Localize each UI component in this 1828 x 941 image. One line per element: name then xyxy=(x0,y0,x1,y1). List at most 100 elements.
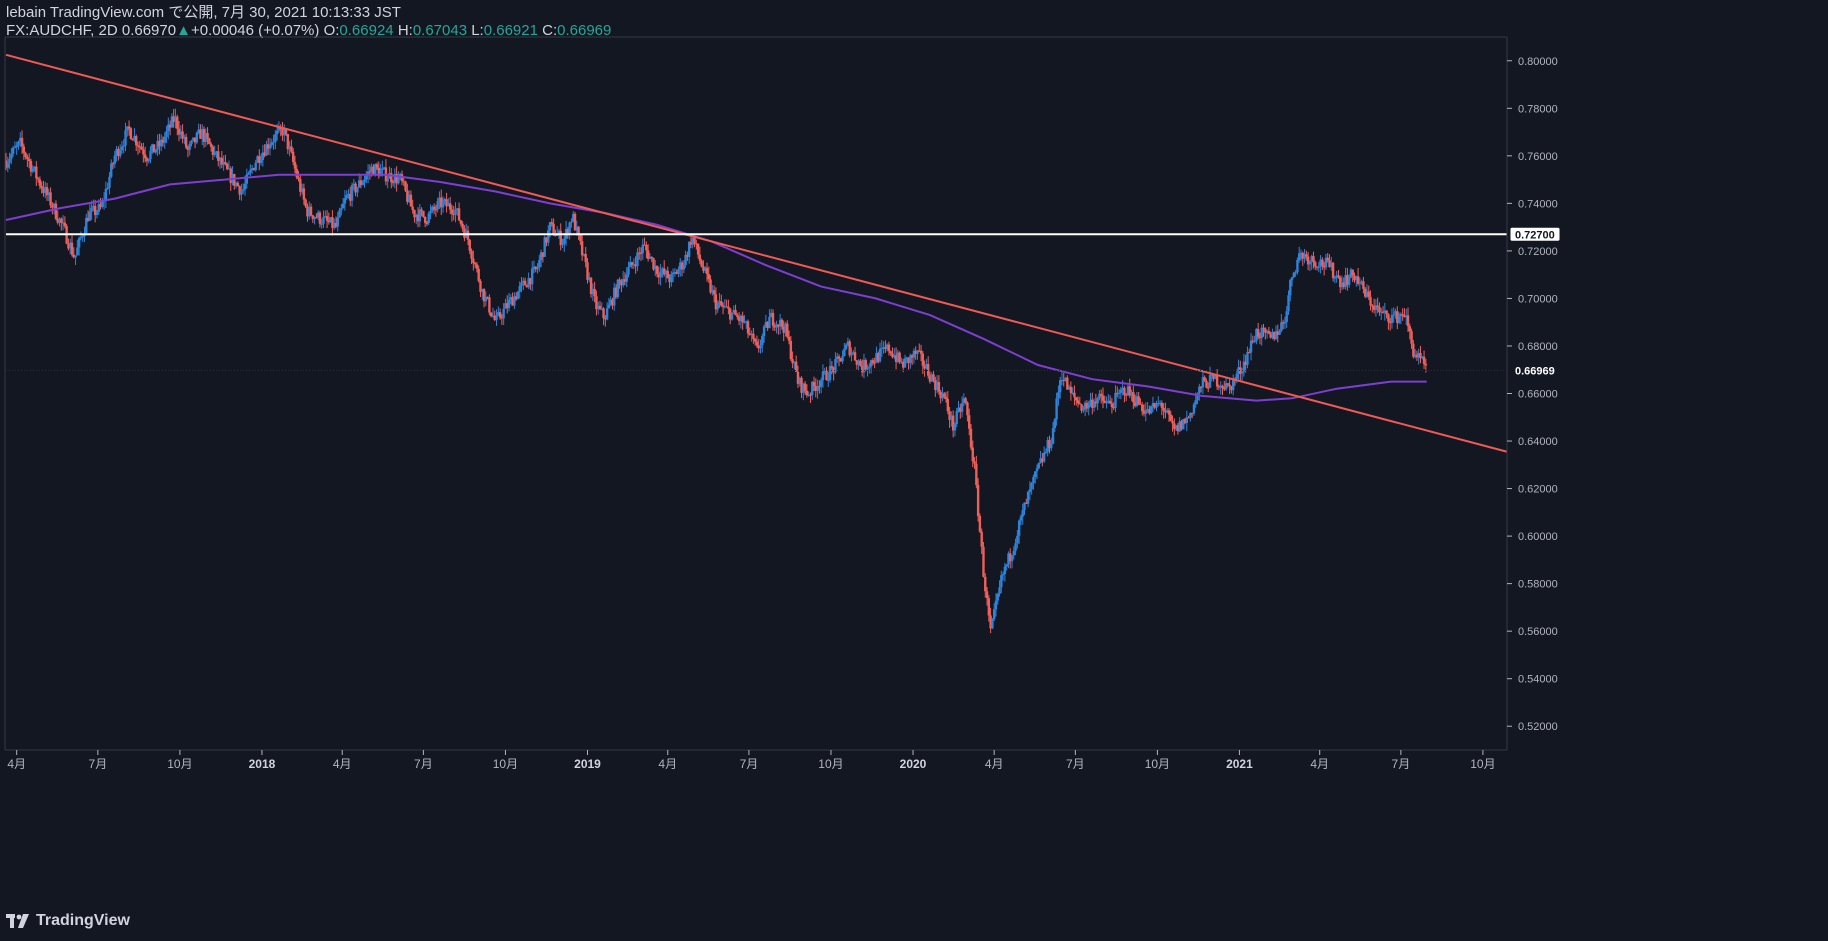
candle-body xyxy=(1135,396,1139,407)
time-tick-label: 2021 xyxy=(1226,757,1253,771)
candle-body xyxy=(1139,404,1142,406)
candle-body xyxy=(930,374,933,382)
candle-body xyxy=(643,244,646,246)
candle-body xyxy=(987,598,991,616)
candle-body xyxy=(1075,397,1078,401)
candle-body xyxy=(1094,401,1098,404)
candle-body xyxy=(968,415,971,429)
candle-body xyxy=(513,296,516,306)
candle-body xyxy=(1258,336,1262,339)
candle-body xyxy=(591,288,595,295)
candle-body xyxy=(425,222,429,224)
candle-body xyxy=(101,201,104,207)
candle-body xyxy=(514,296,518,300)
candle-body xyxy=(459,220,463,224)
candle-body xyxy=(167,124,170,132)
candle-body xyxy=(293,162,297,169)
candle-body xyxy=(85,217,88,234)
candle-body xyxy=(306,206,309,217)
candle-body xyxy=(1085,402,1089,409)
candle-body xyxy=(532,266,536,269)
candle-body xyxy=(1246,352,1249,365)
candle-body xyxy=(646,250,650,259)
candle-body xyxy=(666,270,669,279)
candle-body xyxy=(217,151,220,161)
candle-body xyxy=(1203,377,1206,381)
candle-body xyxy=(1422,356,1426,364)
candle-body xyxy=(1108,400,1112,404)
candle-body xyxy=(1264,328,1267,333)
candle-body xyxy=(934,380,937,390)
candle-body xyxy=(111,163,115,165)
candle-body xyxy=(559,230,562,246)
candle-body xyxy=(35,166,38,179)
candle-body xyxy=(429,210,432,214)
candle-body xyxy=(247,172,250,175)
candle-body xyxy=(793,361,796,364)
candle-body xyxy=(142,149,145,155)
candle-body xyxy=(573,213,577,231)
trendline xyxy=(5,53,1508,453)
candle-body xyxy=(1034,471,1037,478)
candle-body xyxy=(486,296,489,298)
candle-body xyxy=(368,171,372,173)
candle-body xyxy=(1394,311,1397,315)
candle-body xyxy=(108,176,111,189)
candle-body xyxy=(825,370,828,380)
candle-body xyxy=(40,185,43,189)
candle-body xyxy=(302,188,306,200)
candle-body xyxy=(222,162,225,165)
candle-body xyxy=(959,407,962,412)
candle-body xyxy=(600,308,603,310)
candle-body xyxy=(320,223,323,225)
candle-body xyxy=(539,252,543,261)
candle-body xyxy=(363,179,366,183)
candle-body xyxy=(140,146,143,150)
candle-body xyxy=(548,222,552,231)
candle-body xyxy=(737,316,741,321)
symbol-label: FX:AUDCHF, 2D xyxy=(6,22,118,39)
candle-body xyxy=(275,130,279,135)
candle-body xyxy=(60,218,63,223)
candle-body xyxy=(914,350,917,354)
time-tick-label: 2018 xyxy=(249,757,276,771)
candle-body xyxy=(951,415,955,431)
candle-body xyxy=(996,593,999,601)
candle-body xyxy=(1276,331,1279,335)
candle-body xyxy=(224,162,227,164)
candle-body xyxy=(334,222,338,227)
candle-body xyxy=(333,222,336,228)
candle-body xyxy=(595,296,598,310)
candle-body xyxy=(684,254,687,266)
candle-body xyxy=(284,128,288,135)
candle-body xyxy=(1032,477,1035,483)
candle-body xyxy=(440,197,443,208)
candle-body xyxy=(909,355,912,363)
candle-body xyxy=(1103,400,1106,404)
candle-body xyxy=(4,160,8,168)
candle-body xyxy=(1378,307,1381,312)
candle-body xyxy=(857,360,860,365)
candle-body xyxy=(712,290,716,295)
candle-body xyxy=(1078,403,1081,405)
candle-body xyxy=(691,237,694,245)
candle-body xyxy=(479,280,482,292)
candle-body xyxy=(1158,402,1162,404)
candle-body xyxy=(1190,412,1194,414)
candle-body xyxy=(413,210,416,218)
candle-body xyxy=(473,263,477,265)
candle-body xyxy=(1274,331,1278,339)
candle-body xyxy=(204,133,207,142)
candle-body xyxy=(898,352,901,362)
candle-body xyxy=(1371,305,1374,307)
candle-body xyxy=(803,383,807,391)
candle-body xyxy=(127,126,131,129)
overlays-layer xyxy=(5,53,1508,453)
candle-body xyxy=(352,183,356,186)
candle-body xyxy=(636,252,639,267)
candle-body xyxy=(1267,330,1271,334)
price-tick-label: 0.62000 xyxy=(1518,484,1558,496)
candle-body xyxy=(259,159,263,163)
candle-body xyxy=(1217,386,1221,388)
